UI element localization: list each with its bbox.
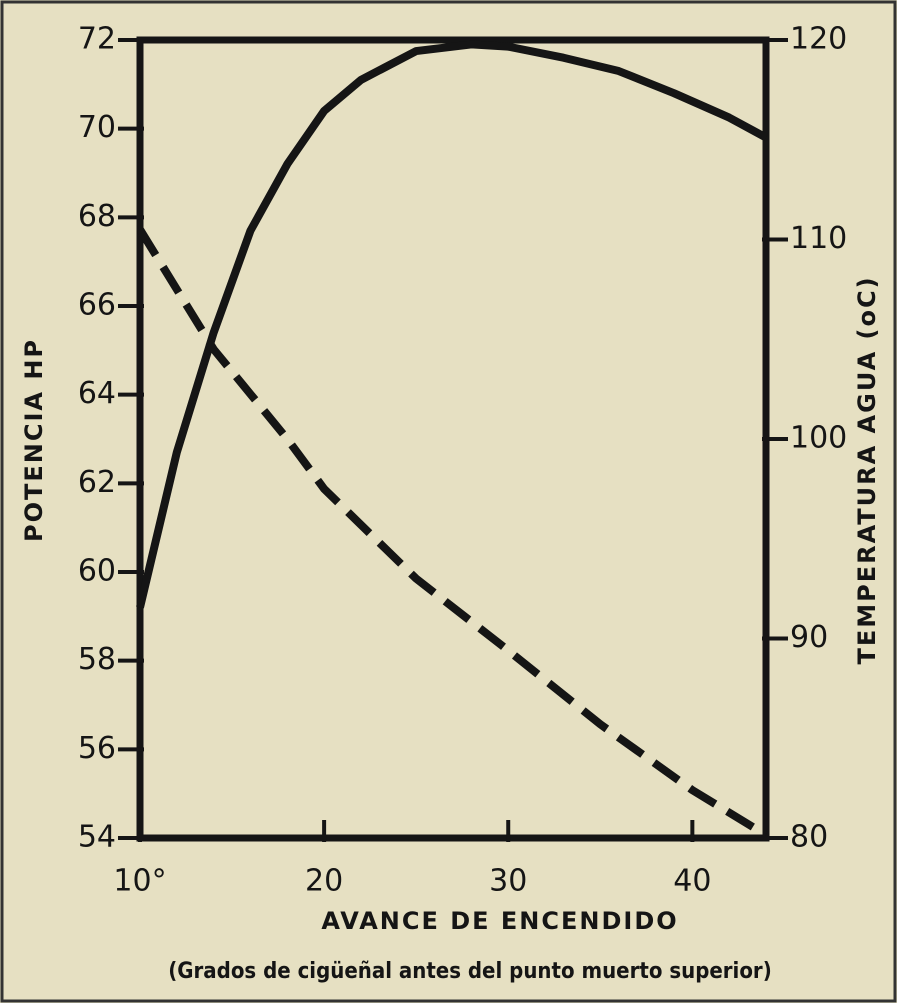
y-tick-label: 72	[78, 22, 116, 57]
y-tick-label: 60	[78, 554, 116, 589]
y2-tick-label: 120	[790, 22, 847, 57]
y-axis-label: POTENCIA HP	[20, 338, 48, 542]
y-tick-label: 54	[78, 820, 116, 855]
y-tick-label: 66	[78, 288, 116, 323]
x-tick-label: 10°	[113, 864, 166, 899]
line-series	[136, 227, 769, 839]
y2-tick-label: 100	[790, 421, 847, 456]
y2-tick-label: 90	[790, 620, 828, 655]
y-tick-label: 68	[78, 199, 116, 234]
caption: (Grados de cigüeñal antes del punto muer…	[168, 959, 772, 984]
x-tick-label: 20	[305, 864, 343, 899]
y-tick-label: 58	[78, 642, 116, 677]
y-tick-label: 56	[78, 731, 116, 766]
x-axis-label: AVANCE DE ENCENDIDO	[321, 907, 678, 935]
y2-axis-label: TEMPERATURA AGUA (oC)	[853, 275, 881, 664]
x-tick-label: 30	[489, 864, 527, 899]
y2-tick-label: 80	[790, 820, 828, 855]
y-tick-label: 62	[78, 465, 116, 500]
plot-frame	[136, 36, 770, 842]
y2-tick-label: 110	[790, 221, 847, 256]
y-tick-label: 70	[78, 110, 116, 145]
y-tick-label: 64	[78, 376, 116, 411]
line-series	[136, 40, 768, 609]
x-tick-label: 40	[673, 864, 711, 899]
